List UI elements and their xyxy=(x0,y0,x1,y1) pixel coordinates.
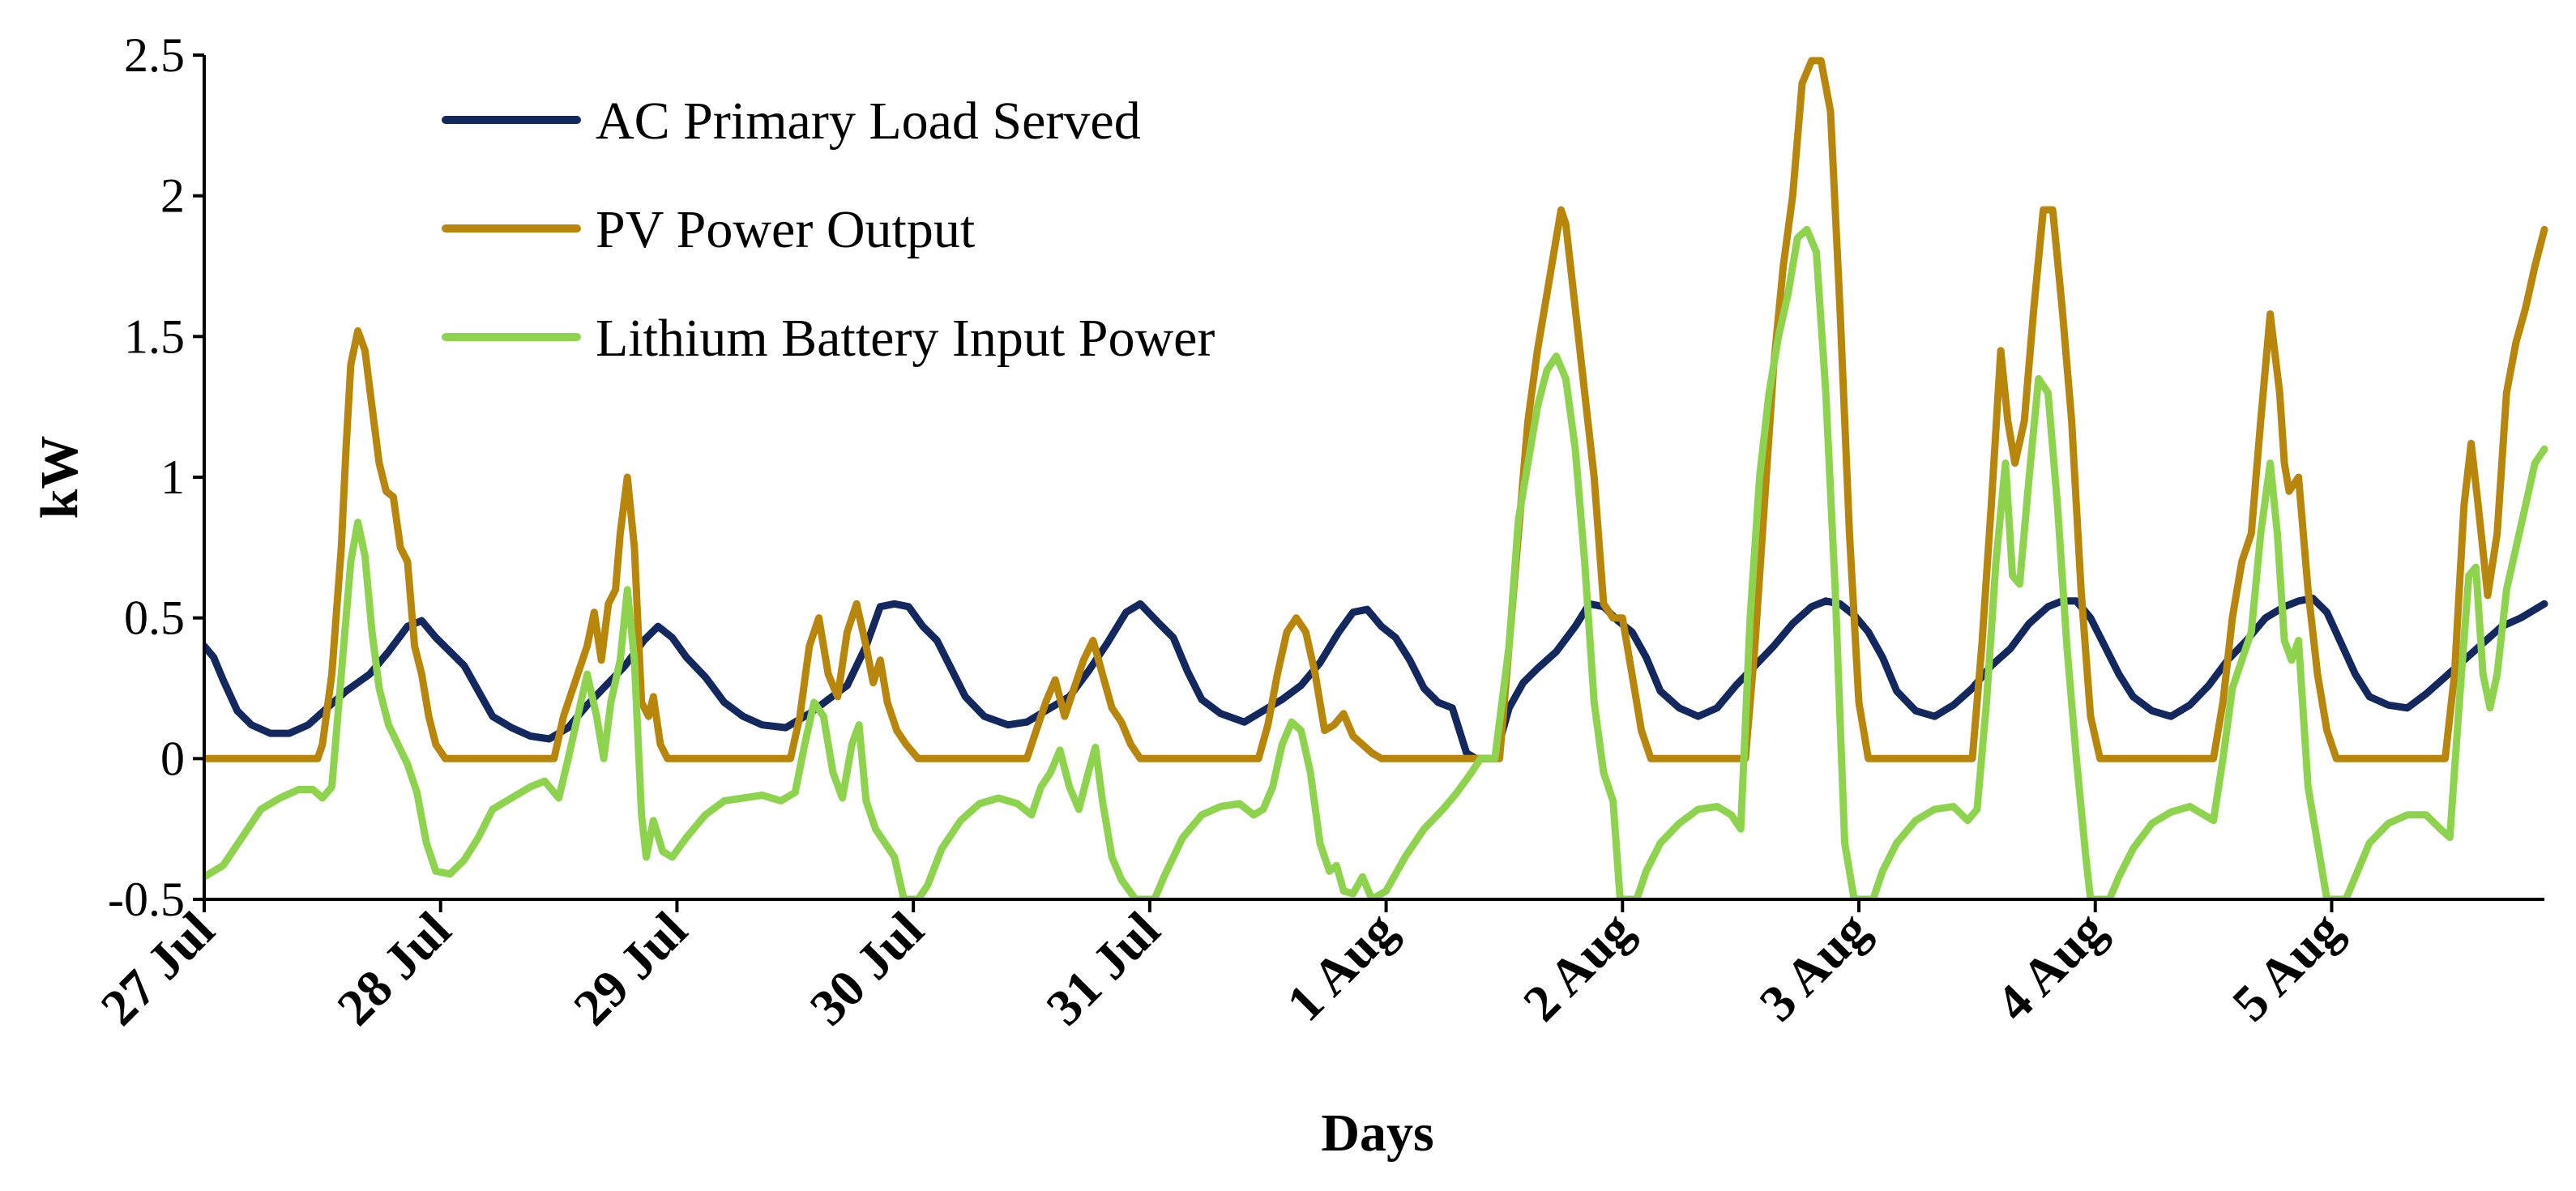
x-tick-label: 1 Aug xyxy=(1275,901,1407,1032)
x-tick-label: 31 Jul xyxy=(1036,901,1171,1036)
series-layer xyxy=(204,57,2548,901)
x-tick-label: 28 Jul xyxy=(326,901,461,1036)
legend: AC Primary Load Served PV Power Output Lit… xyxy=(442,92,1215,368)
x-tick-label: 2 Aug xyxy=(1512,901,1643,1032)
series-line-2 xyxy=(204,57,2548,762)
y-tick-label: 2 xyxy=(160,169,185,223)
x-ticks: 27 Jul 28 Jul 29 Jul 30 Jul 31 Jul 1 Aug 2 Aug… xyxy=(90,899,2352,1036)
y-tick-label: 0 xyxy=(160,732,185,785)
y-tick-label: 1.5 xyxy=(124,309,185,363)
plot-area: 2.521.510.50-0.5 27 Jul 28 Jul 29 Jul 30 Ju… xyxy=(90,28,2548,1036)
x-tick-label: 5 Aug xyxy=(2221,901,2352,1032)
y-tick-label: 2.5 xyxy=(124,28,185,82)
x-tick-label: 30 Jul xyxy=(799,901,934,1036)
series-line-1 xyxy=(204,594,2548,762)
y-axis-title: kW xyxy=(30,436,89,519)
x-axis-title: Days xyxy=(1321,1103,1433,1163)
y-tick-label: -0.5 xyxy=(108,873,185,926)
legend-label: PV Power Output xyxy=(596,200,975,259)
y-ticks: 2.5 2 1.5 1 0.5 0 -0.5 xyxy=(108,28,204,926)
y-tick-label: 0.5 xyxy=(124,591,185,645)
legend-label: AC Primary Load Served xyxy=(596,92,1141,151)
y-tick-label: 1 xyxy=(160,450,185,504)
x-tick-label: 3 Aug xyxy=(1749,901,1880,1032)
series-line-3 xyxy=(204,225,2548,901)
x-tick-label: 29 Jul xyxy=(562,901,698,1036)
legend-label: Lithium Battery Input Power xyxy=(596,309,1215,368)
x-tick-label: 4 Aug xyxy=(1985,901,2117,1032)
